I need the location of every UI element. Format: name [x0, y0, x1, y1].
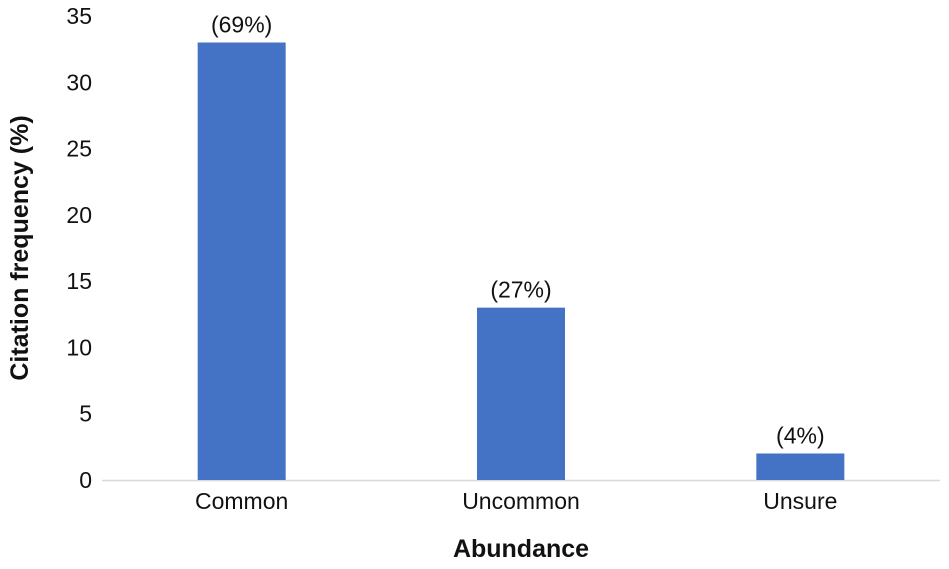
bar-common: [197, 42, 286, 481]
y-axis-ticks: 0 5 10 15 20 25 30 35: [66, 3, 92, 493]
y-tick-label: 30: [66, 69, 92, 95]
y-tick-label: 35: [66, 3, 92, 29]
x-tick-label-uncommon: Uncommon: [462, 488, 580, 514]
y-tick-label: 10: [66, 334, 92, 360]
x-tick-label-unsure: Unsure: [763, 488, 837, 514]
bar-unsure: [756, 453, 845, 480]
bar-uncommon: [477, 307, 565, 480]
y-tick-label: 20: [66, 202, 92, 228]
x-axis-title: Abundance: [453, 535, 589, 563]
y-axis-title: Citation frequency (%): [6, 115, 34, 380]
data-label-uncommon: (27%): [490, 277, 551, 303]
x-axis-tick-labels: Common Uncommon Unsure: [195, 488, 837, 514]
y-tick-label: 0: [79, 467, 92, 493]
data-label-unsure: (4%): [776, 422, 825, 448]
data-label-common: (69%): [211, 12, 272, 38]
y-tick-label: 25: [66, 136, 92, 162]
x-tick-label-common: Common: [195, 488, 288, 514]
data-labels: (69%) (27%) (4%): [211, 12, 825, 449]
bars: [197, 42, 845, 481]
y-tick-label: 15: [66, 268, 92, 294]
y-tick-label: 5: [79, 401, 92, 427]
